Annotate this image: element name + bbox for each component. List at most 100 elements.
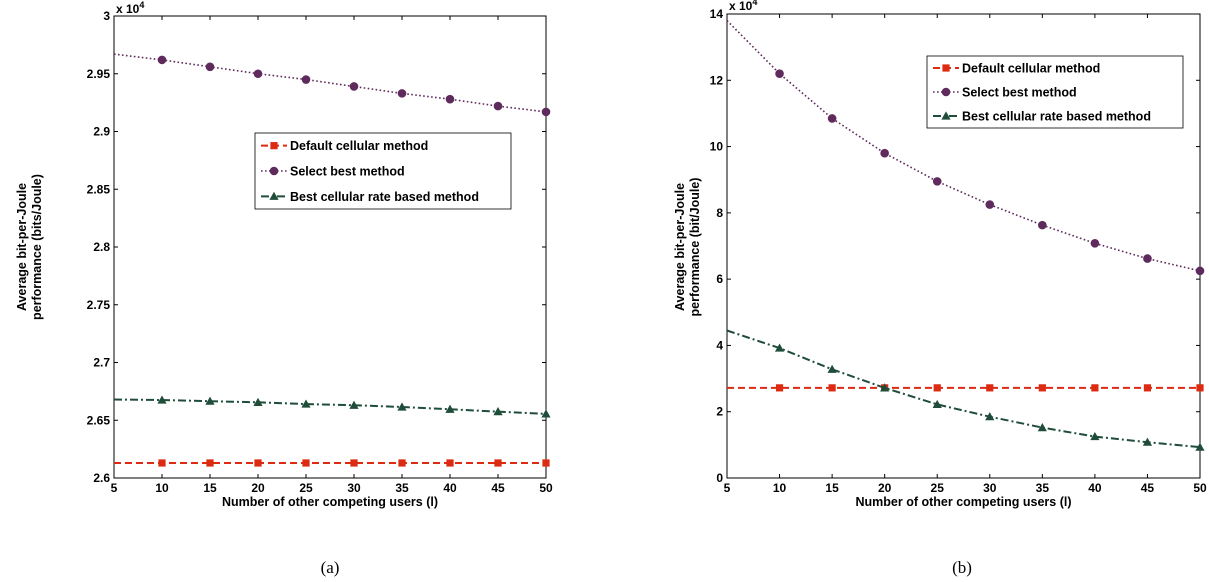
data-point [398,459,406,467]
series-1 [726,20,1205,276]
x-tick-label: 5 [111,481,118,495]
data-point [1143,384,1152,392]
y-tick-label: 3 [103,9,110,23]
caption-a: (a) [321,558,340,577]
legend-label: Best cellular rate based method [962,110,1151,124]
legend-marker [941,87,951,97]
series-1 [113,53,551,117]
series-0 [727,384,1204,392]
data-point [397,402,407,411]
y-tick-label: 6 [716,272,723,286]
y-tick-label: 2.75 [87,298,111,312]
series-2 [113,395,551,418]
x-tick-label: 50 [539,481,553,495]
data-point [253,69,263,79]
data-point [1196,384,1204,392]
legend-entry: Select best method [261,165,405,179]
data-point [1143,254,1152,263]
data-point [350,459,358,467]
y-axis-label: Average bit-per-Joule performance (bits/J… [15,174,44,320]
data-point [446,459,454,467]
data-point [254,459,262,467]
data-point [205,396,215,405]
exponent-power: 4 [139,0,144,10]
data-point [349,82,359,91]
legend: Default cellular method Select best metho… [926,55,1184,129]
y-tick-label: 2.8 [93,240,110,254]
data-point [445,404,455,413]
data-point [1038,220,1047,230]
legend-box [926,55,1184,129]
data-point [349,400,359,409]
data-point [880,148,889,158]
data-point [985,412,995,421]
data-point [253,397,263,406]
data-point [986,384,994,392]
y-tick-label: 2 [716,405,723,419]
x-tick-label: 5 [724,481,731,495]
y-tick-label: 8 [716,206,723,220]
x-tick-label: 50 [1193,481,1207,495]
data-point [541,409,551,418]
legend-label: Select best method [290,165,405,179]
legend-entry: Default cellular method [933,62,1100,76]
data-point [880,383,890,392]
data-point [828,384,836,392]
chart-a: 5 10 15 20 25 30 35 40 45 50 2.6 2.65 2.7 2.75 2.8 2.85… [15,0,553,509]
y-tick-label: 10 [710,140,724,154]
x-tick-label: 15 [203,481,217,495]
data-point [1037,423,1047,432]
y-tick-label: 12 [710,73,724,87]
legend-marker [941,111,951,120]
legend-box [254,132,512,210]
y-tick-label: 4 [716,338,723,352]
x-tick-label: 30 [347,481,361,495]
legend-entry: Default cellular method [261,139,428,153]
x-tick-label: 20 [251,481,265,495]
legend-label: Best cellular rate based method [290,190,479,204]
exponent-base: x 10 [116,2,140,16]
data-point [932,399,942,409]
x-tick-label: 10 [155,481,169,495]
x-tick-label: 20 [878,481,892,495]
data-point [1090,239,1100,248]
y-tick-label: 2.65 [87,413,111,427]
y-tick-label: 2.7 [93,356,110,370]
legend: Default cellular method Select best metho… [254,132,512,210]
x-tick-label: 30 [983,481,997,495]
data-point [1091,384,1099,392]
exponent-base: x 10 [729,0,753,13]
x-axis-label: Number of other competing users (l) [856,495,1072,509]
y-tick-label: 0 [716,471,723,485]
data-point [1038,384,1046,392]
y-tick-label: 2.6 [93,471,110,485]
caption-b: (b) [952,558,972,577]
series-line [113,53,547,113]
data-point [827,364,837,373]
data-point [158,459,166,467]
x-tick-label: 15 [825,481,839,495]
y-axis-label-line: Average bit-per-Joule [673,183,687,311]
x-tick-label: 35 [395,481,409,495]
legend-marker [270,142,278,150]
x-tick-label: 40 [1088,481,1102,495]
axis-exponent: x 104 [116,0,144,16]
data-point [541,107,551,117]
x-tick-label: 25 [299,481,313,495]
y-axis-label-line: performance (bit/Joule) [688,178,702,317]
data-point [157,395,167,404]
legend-marker [942,64,950,72]
data-point [1195,266,1205,276]
data-point [827,114,837,123]
data-point [1142,437,1153,446]
y-tick-label: 14 [710,7,724,21]
data-point [301,75,311,84]
x-tick-label: 45 [491,481,505,495]
x-tick-label: 10 [773,481,787,495]
series-0 [114,459,550,467]
data-point [493,101,503,111]
y-tick-label: 2.85 [87,182,111,196]
x-axis-label: Number of other competing users (l) [222,495,438,509]
